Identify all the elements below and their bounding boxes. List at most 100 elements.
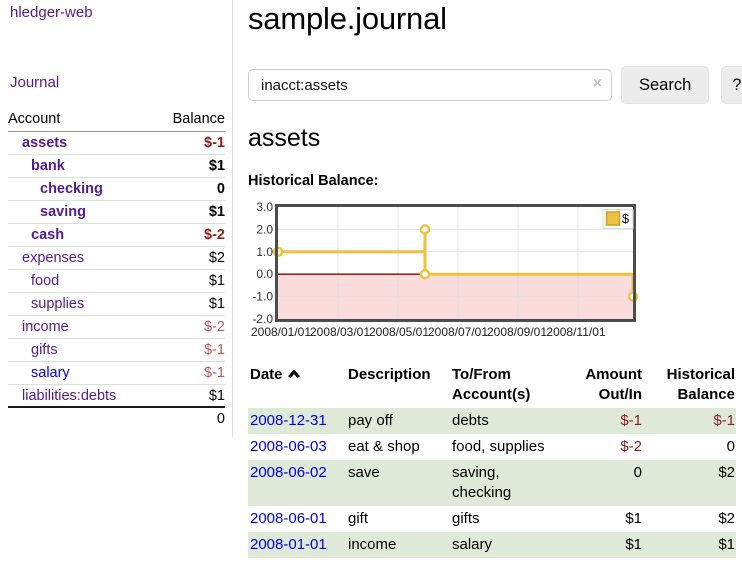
tofrom-column-header: To/From Account(s) — [450, 362, 558, 408]
sidebar-account-expenses[interactable]: expenses — [8, 250, 84, 266]
register-balance: $2 — [643, 506, 736, 532]
register-balance: $-1 — [643, 408, 736, 434]
account-balance: $-2 — [204, 319, 225, 335]
balance-total-row: 0 — [8, 408, 225, 430]
svg-text:1.0: 1.0 — [256, 245, 273, 259]
sort-asc-icon — [287, 368, 301, 380]
svg-text:0.0: 0.0 — [256, 267, 273, 281]
svg-text:-1.0: -1.0 — [252, 290, 273, 304]
register-row: 2008-06-02 save saving, checking 0 $2 — [248, 460, 736, 506]
register-amount: $1 — [558, 506, 643, 532]
account-row: gifts $-1 — [8, 339, 225, 362]
page-title: sample.journal — [248, 0, 447, 38]
legend-swatch-icon — [607, 212, 620, 225]
chart-svg: $ 3.0 2.0 1.0 0.0 -1.0 -2.0 2008/01/01 2… — [248, 199, 678, 344]
account-balance: $1 — [209, 158, 225, 174]
account-balance: $-1 — [204, 135, 225, 151]
register-amount: $-2 — [558, 434, 643, 460]
sidebar-account-saving[interactable]: saving — [8, 204, 86, 220]
register-row: 2008-06-03 eat & shop food, supplies $-2… — [248, 434, 736, 460]
sidebar-account-bank[interactable]: bank — [8, 158, 65, 174]
account-table-header: Account Balance — [8, 111, 225, 132]
balance-column-header: Historical Balance — [643, 362, 736, 408]
clear-search-icon[interactable]: × — [593, 76, 602, 92]
amount-column-header: Amount Out/In — [558, 362, 643, 408]
register-date-link[interactable]: 2008-12-31 — [250, 412, 327, 429]
chart-title: Historical Balance: — [248, 173, 379, 189]
register-date-link[interactable]: 2008-01-01 — [250, 536, 327, 553]
balance-column-header: Balance — [173, 111, 225, 127]
help-button[interactable]: ? — [721, 66, 742, 104]
register-balance: $2 — [643, 460, 736, 506]
account-page-title: assets — [248, 124, 320, 153]
svg-text:2008/03/01: 2008/03/01 — [310, 325, 370, 339]
main-content: sample.journal × Search ? assets Histori… — [248, 0, 742, 582]
account-row: food $1 — [8, 270, 225, 293]
register-balance: $1 — [643, 532, 736, 558]
sidebar-account-liabilities-debts[interactable]: liabilities:debts — [8, 388, 116, 404]
account-balance: $1 — [209, 296, 225, 312]
y-axis-labels: 3.0 2.0 1.0 0.0 -1.0 -2.0 — [252, 200, 273, 326]
brand-link[interactable]: hledger-web — [10, 4, 225, 21]
account-balance: $2 — [209, 250, 225, 266]
register-amount: $-1 — [558, 408, 643, 434]
register-tofrom: food, supplies — [450, 434, 558, 460]
date-column-header[interactable]: Date — [248, 362, 346, 408]
register-description: eat & shop — [346, 434, 450, 460]
sidebar-account-checking[interactable]: checking — [8, 181, 103, 197]
svg-text:3.0: 3.0 — [256, 200, 273, 214]
account-balance-table: Account Balance assets $-1 bank $1 check… — [8, 111, 225, 430]
register-amount: $1 — [558, 532, 643, 558]
account-row: income $-2 — [8, 316, 225, 339]
account-row: salary $-1 — [8, 362, 225, 385]
sidebar-account-supplies[interactable]: supplies — [8, 296, 84, 312]
svg-text:2008/07/01: 2008/07/01 — [428, 325, 488, 339]
register-tofrom: debts — [450, 408, 558, 434]
register-row: 2008-12-31 pay off debts $-1 $-1 — [248, 408, 736, 434]
sidebar-account-salary[interactable]: salary — [8, 365, 70, 381]
account-balance: $1 — [209, 388, 225, 404]
svg-text:2008/11/01: 2008/11/01 — [546, 325, 605, 339]
register-tofrom: salary — [450, 532, 558, 558]
account-row: bank $1 — [8, 155, 225, 178]
register-description: income — [346, 532, 450, 558]
register-description: gift — [346, 506, 450, 532]
account-row: supplies $1 — [8, 293, 225, 316]
account-balance: 0 — [217, 181, 225, 197]
sidebar-account-food[interactable]: food — [8, 273, 59, 289]
account-balance: $-1 — [204, 342, 225, 358]
register-amount: 0 — [558, 460, 643, 506]
account-row: expenses $2 — [8, 247, 225, 270]
sidebar-account-gifts[interactable]: gifts — [8, 342, 58, 358]
account-column-header: Account — [8, 111, 60, 127]
account-row: liabilities:debts $1 — [8, 385, 225, 408]
register-date-link[interactable]: 2008-06-03 — [250, 438, 327, 455]
sidebar-account-cash[interactable]: cash — [8, 227, 64, 243]
account-balance: $1 — [209, 204, 225, 220]
register-table: Date Description To/From Account(s) Amou… — [248, 362, 736, 558]
account-balance: $1 — [209, 273, 225, 289]
search-button[interactable]: Search — [621, 66, 709, 104]
chart-legend: $ — [603, 210, 633, 229]
account-row: checking 0 — [8, 178, 225, 201]
balance-total: 0 — [217, 411, 225, 427]
svg-text:2008/05/01: 2008/05/01 — [369, 325, 429, 339]
account-row: saving $1 — [8, 201, 225, 224]
legend-label: $ — [622, 212, 629, 226]
svg-text:2.0: 2.0 — [256, 222, 273, 236]
register-date-link[interactable]: 2008-06-02 — [250, 464, 327, 481]
description-column-header: Description — [346, 362, 450, 408]
account-row: cash $-2 — [8, 224, 225, 247]
register-balance: 0 — [643, 434, 736, 460]
sidebar-account-income[interactable]: income — [8, 319, 69, 335]
search-input[interactable] — [248, 69, 612, 101]
account-balance: $-1 — [204, 365, 225, 381]
search-form: × Search ? — [248, 66, 742, 104]
svg-text:2008/01/01: 2008/01/01 — [251, 325, 311, 339]
sidebar-item-journal[interactable]: Journal — [10, 74, 225, 91]
account-balance: $-2 — [204, 227, 225, 243]
register-date-link[interactable]: 2008-06-01 — [250, 510, 327, 527]
sidebar-account-assets[interactable]: assets — [8, 135, 67, 151]
historical-balance-chart: $ 3.0 2.0 1.0 0.0 -1.0 -2.0 2008/01/01 2… — [248, 199, 678, 344]
register-row: 2008-01-01 income salary $1 $1 — [248, 532, 736, 558]
